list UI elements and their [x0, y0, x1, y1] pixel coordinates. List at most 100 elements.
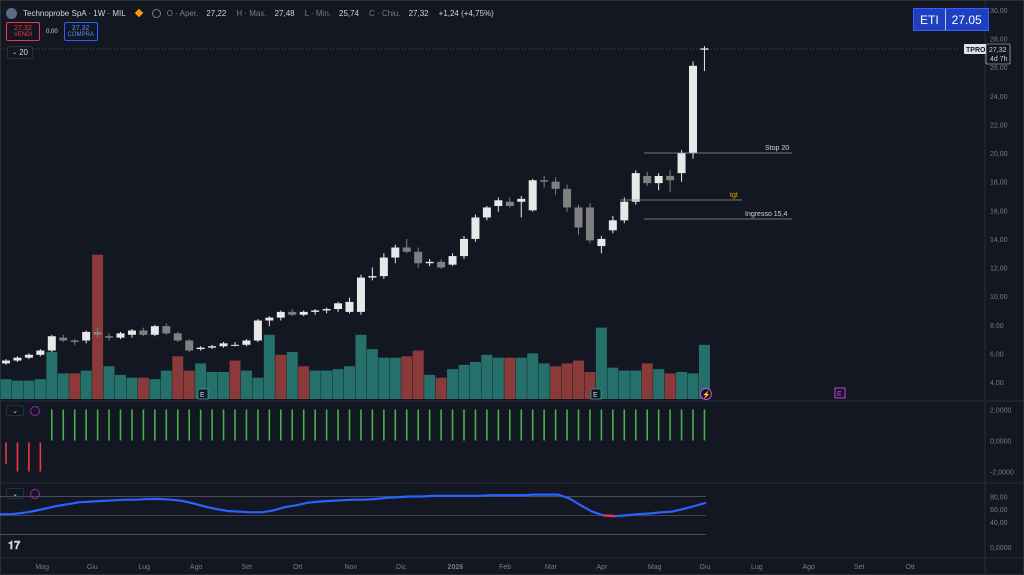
- signal-pane-collapse-button[interactable]: ⌄: [6, 405, 24, 416]
- volume-bar: [286, 351, 298, 399]
- time-axis-tick: Set: [854, 564, 865, 571]
- candle-body: [471, 217, 480, 239]
- symbol-title[interactable]: Technoprobe SpA · 1W · MIL: [23, 8, 126, 18]
- candle-body: [150, 326, 159, 335]
- candle-body: [379, 257, 388, 277]
- eti-label: ETI: [920, 12, 939, 27]
- candle-body: [185, 340, 194, 351]
- volume-bar: [115, 374, 126, 399]
- time-axis-tick: Ott: [293, 564, 302, 571]
- signal-bars: [5, 409, 706, 472]
- candle-body: [368, 276, 377, 278]
- volume-bar: [412, 350, 424, 399]
- candle-body: [517, 198, 526, 202]
- price-axis-tick: 10,00: [990, 294, 1008, 301]
- open-value: 27,22: [206, 8, 227, 18]
- price-axis-tick: 22,00: [990, 122, 1008, 129]
- volume-bar: [630, 370, 642, 399]
- volume-bar: [504, 357, 516, 399]
- volume-bar: [57, 373, 69, 399]
- symbol-header[interactable]: Technoprobe SpA · 1W · MIL O · Aper. 27,…: [6, 5, 494, 21]
- candle-body: [700, 48, 709, 50]
- volume-bar: [103, 366, 115, 399]
- signal-axis-tick: -2,0000: [990, 470, 1014, 477]
- candle-body: [689, 65, 697, 154]
- volume-bar: [69, 373, 81, 399]
- time-axis-tick: Giu: [87, 564, 98, 571]
- spread-value: 0,00: [46, 28, 58, 35]
- indicator-settings-icon[interactable]: [30, 488, 40, 499]
- candle-body: [70, 340, 79, 342]
- volume-bar: [218, 371, 230, 399]
- price-axis-tick: 18,00: [990, 180, 1008, 187]
- earnings-marker[interactable]: [590, 388, 602, 400]
- sell-button[interactable]: 27,32 VENDI: [6, 22, 40, 41]
- price-axis-tick: 12,00: [990, 266, 1008, 273]
- ingresso-label: Ingresso 15,4: [745, 211, 788, 218]
- candlesticks: [2, 46, 709, 365]
- symbol-logo-icon: [6, 7, 17, 19]
- stop-label: Stop 20: [765, 145, 789, 152]
- buy-button[interactable]: 27,32 COMPRA: [63, 22, 98, 41]
- volume-bar: [458, 364, 470, 399]
- price-axis-tick: 14,00: [990, 237, 1008, 244]
- time-axis[interactable]: Mag Giu Lug Ago Set Ott Nov Dic 2026 Feb Mar Apr Mag…: [35, 564, 915, 571]
- time-axis-tick: Giu: [699, 564, 710, 571]
- candle-body: [2, 360, 10, 364]
- volume-bar: [332, 369, 344, 399]
- buy-price: 27,32: [71, 24, 90, 32]
- volume-bar: [389, 357, 401, 399]
- candle-body: [402, 247, 411, 252]
- sell-label: VENDI: [13, 31, 33, 38]
- oscillator-line: [0, 493, 707, 518]
- volume-bar: [149, 379, 161, 399]
- oscillator-pane-controls: ⌄: [6, 488, 40, 499]
- oscillator-pane-collapse-button[interactable]: ⌄: [6, 488, 24, 499]
- volume-bar: [618, 370, 630, 399]
- tgt-label: tgt: [730, 192, 738, 199]
- oscillator-axis-tick: 0,0000: [990, 545, 1012, 552]
- eti-divider: [944, 9, 946, 30]
- price-axis[interactable]: 30,00 28,00 26,00 24,00 22,00 20,00 18,00 16,00…: [990, 8, 1014, 552]
- chevron-down-icon: ⌄: [12, 490, 18, 498]
- tradingview-logo-icon[interactable]: 𝟏𝟕: [8, 540, 21, 552]
- candle-body: [643, 175, 652, 184]
- candle-body: [551, 181, 560, 189]
- visibility-eye-icon[interactable]: [151, 8, 161, 18]
- time-axis-tick: Set: [241, 564, 252, 571]
- volume-bar: [195, 363, 207, 399]
- candle-body: [345, 301, 354, 312]
- price-axis-tick: 26,00: [990, 65, 1008, 72]
- volume-bar: [447, 369, 459, 399]
- flag-diamond-icon[interactable]: [134, 8, 143, 18]
- volume-bar: [11, 380, 23, 399]
- split-marker[interactable]: [700, 388, 712, 400]
- indicator-collapse-button[interactable]: ⌄ 20: [7, 46, 33, 59]
- oscillator-axis-tick: 40,00: [990, 520, 1008, 527]
- buy-label: COMPRA: [67, 31, 94, 38]
- candle-body: [448, 256, 457, 265]
- volume-bar: [92, 254, 104, 399]
- volume-bar: [183, 370, 195, 399]
- candle-body: [677, 153, 686, 174]
- indicator-settings-icon[interactable]: [30, 405, 40, 416]
- volume-bar: [676, 371, 688, 399]
- eti-value: 27.05: [951, 12, 982, 27]
- oscillator-axis-tick: 80,00: [990, 495, 1008, 502]
- candle-body: [666, 175, 675, 181]
- volume-bar: [435, 377, 447, 399]
- candle-body: [105, 336, 114, 338]
- symbol-tag-text: TPRO: [966, 47, 986, 54]
- candle-body: [563, 188, 572, 208]
- volume-bar: [0, 379, 12, 399]
- earnings-marker[interactable]: [197, 388, 209, 400]
- volume-bar: [561, 363, 573, 399]
- eti-widget[interactable]: ETI 27.05: [913, 8, 989, 31]
- trade-panel: 27,32 VENDI 0,00 27,32 COMPRA: [6, 22, 98, 41]
- volume-bar: [137, 377, 149, 399]
- future-earnings-marker[interactable]: [834, 387, 846, 399]
- volume-bar: [401, 356, 413, 399]
- volume-bar: [378, 357, 390, 399]
- candle-body: [127, 330, 136, 335]
